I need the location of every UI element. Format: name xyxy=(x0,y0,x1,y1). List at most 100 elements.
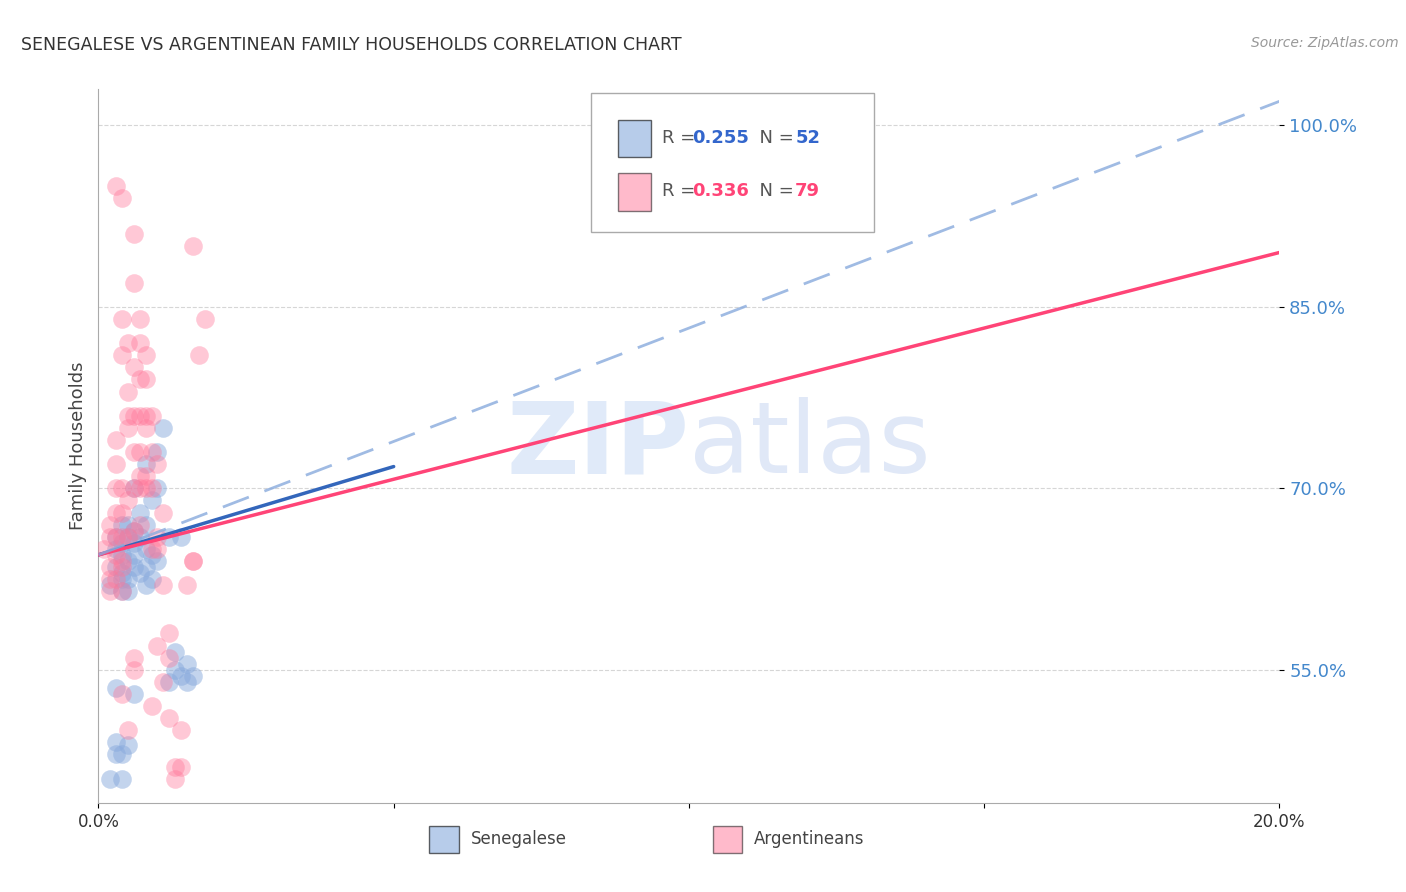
Point xyxy=(122,409,145,423)
Point xyxy=(187,348,209,362)
Point xyxy=(117,421,139,435)
Point xyxy=(111,566,134,580)
Point xyxy=(135,421,157,435)
FancyBboxPatch shape xyxy=(429,826,458,853)
Point xyxy=(117,530,139,544)
Point xyxy=(105,681,128,695)
FancyBboxPatch shape xyxy=(619,120,651,157)
Point xyxy=(105,481,128,495)
Point xyxy=(111,548,134,562)
Point xyxy=(141,548,163,562)
Point xyxy=(135,457,157,471)
Point xyxy=(111,687,134,701)
Point xyxy=(122,560,145,574)
Point xyxy=(128,372,150,386)
Point xyxy=(165,663,187,677)
Point xyxy=(93,541,115,556)
Point xyxy=(157,650,180,665)
Point xyxy=(105,530,128,544)
Point xyxy=(122,524,145,538)
Point xyxy=(176,674,198,689)
Point xyxy=(111,572,134,586)
Point xyxy=(135,469,157,483)
Point xyxy=(122,227,145,242)
Point xyxy=(146,639,169,653)
Point xyxy=(152,578,174,592)
Point xyxy=(105,735,128,749)
Point xyxy=(135,409,157,423)
Point xyxy=(111,481,134,495)
Point xyxy=(128,530,150,544)
Point xyxy=(141,572,163,586)
Point xyxy=(117,493,139,508)
Point xyxy=(117,517,139,532)
Point xyxy=(141,481,163,495)
Point xyxy=(111,530,134,544)
Point xyxy=(146,530,169,544)
Point xyxy=(128,566,150,580)
Point xyxy=(105,747,128,762)
Point xyxy=(146,457,169,471)
Point xyxy=(128,336,150,351)
Point xyxy=(117,384,139,399)
Point xyxy=(157,674,180,689)
Point xyxy=(105,548,128,562)
Point xyxy=(128,481,150,495)
Point xyxy=(111,506,134,520)
Point xyxy=(157,626,180,640)
Point xyxy=(111,584,134,599)
Text: N =: N = xyxy=(748,182,800,200)
Point xyxy=(105,560,128,574)
Point xyxy=(98,560,121,574)
Text: 0.336: 0.336 xyxy=(693,182,749,200)
Point xyxy=(128,312,150,326)
Point xyxy=(117,409,139,423)
Point xyxy=(135,481,157,495)
Point xyxy=(111,554,134,568)
Point xyxy=(152,674,174,689)
Point xyxy=(170,759,193,773)
Y-axis label: Family Households: Family Households xyxy=(69,362,87,530)
Point xyxy=(181,554,204,568)
Point xyxy=(111,348,134,362)
Text: R =: R = xyxy=(662,182,700,200)
Point xyxy=(157,711,180,725)
Point xyxy=(105,530,128,544)
Text: 0.255: 0.255 xyxy=(693,128,749,146)
Point xyxy=(135,348,157,362)
Point xyxy=(98,772,121,786)
Point xyxy=(141,493,163,508)
Point xyxy=(141,541,163,556)
Point xyxy=(128,517,150,532)
Point xyxy=(146,481,169,495)
Point xyxy=(105,457,128,471)
Point xyxy=(111,535,134,549)
Text: SENEGALESE VS ARGENTINEAN FAMILY HOUSEHOLDS CORRELATION CHART: SENEGALESE VS ARGENTINEAN FAMILY HOUSEHO… xyxy=(21,36,682,54)
Point xyxy=(111,747,134,762)
Point xyxy=(141,699,163,714)
Point xyxy=(98,572,121,586)
Point xyxy=(122,535,145,549)
Point xyxy=(117,738,139,752)
Point xyxy=(122,360,145,375)
Point xyxy=(105,178,128,193)
Point xyxy=(146,445,169,459)
Point xyxy=(117,723,139,738)
Point xyxy=(170,530,193,544)
Point xyxy=(165,772,187,786)
Point xyxy=(152,421,174,435)
Point xyxy=(117,336,139,351)
Text: ZIP: ZIP xyxy=(506,398,689,494)
Point xyxy=(128,469,150,483)
Point xyxy=(135,560,157,574)
Point xyxy=(135,541,157,556)
Point xyxy=(98,584,121,599)
Point xyxy=(181,669,204,683)
Point xyxy=(122,276,145,290)
Point xyxy=(117,530,139,544)
Point xyxy=(111,517,134,532)
Point xyxy=(122,481,145,495)
Point xyxy=(141,445,163,459)
Point xyxy=(170,723,193,738)
Point xyxy=(117,572,139,586)
